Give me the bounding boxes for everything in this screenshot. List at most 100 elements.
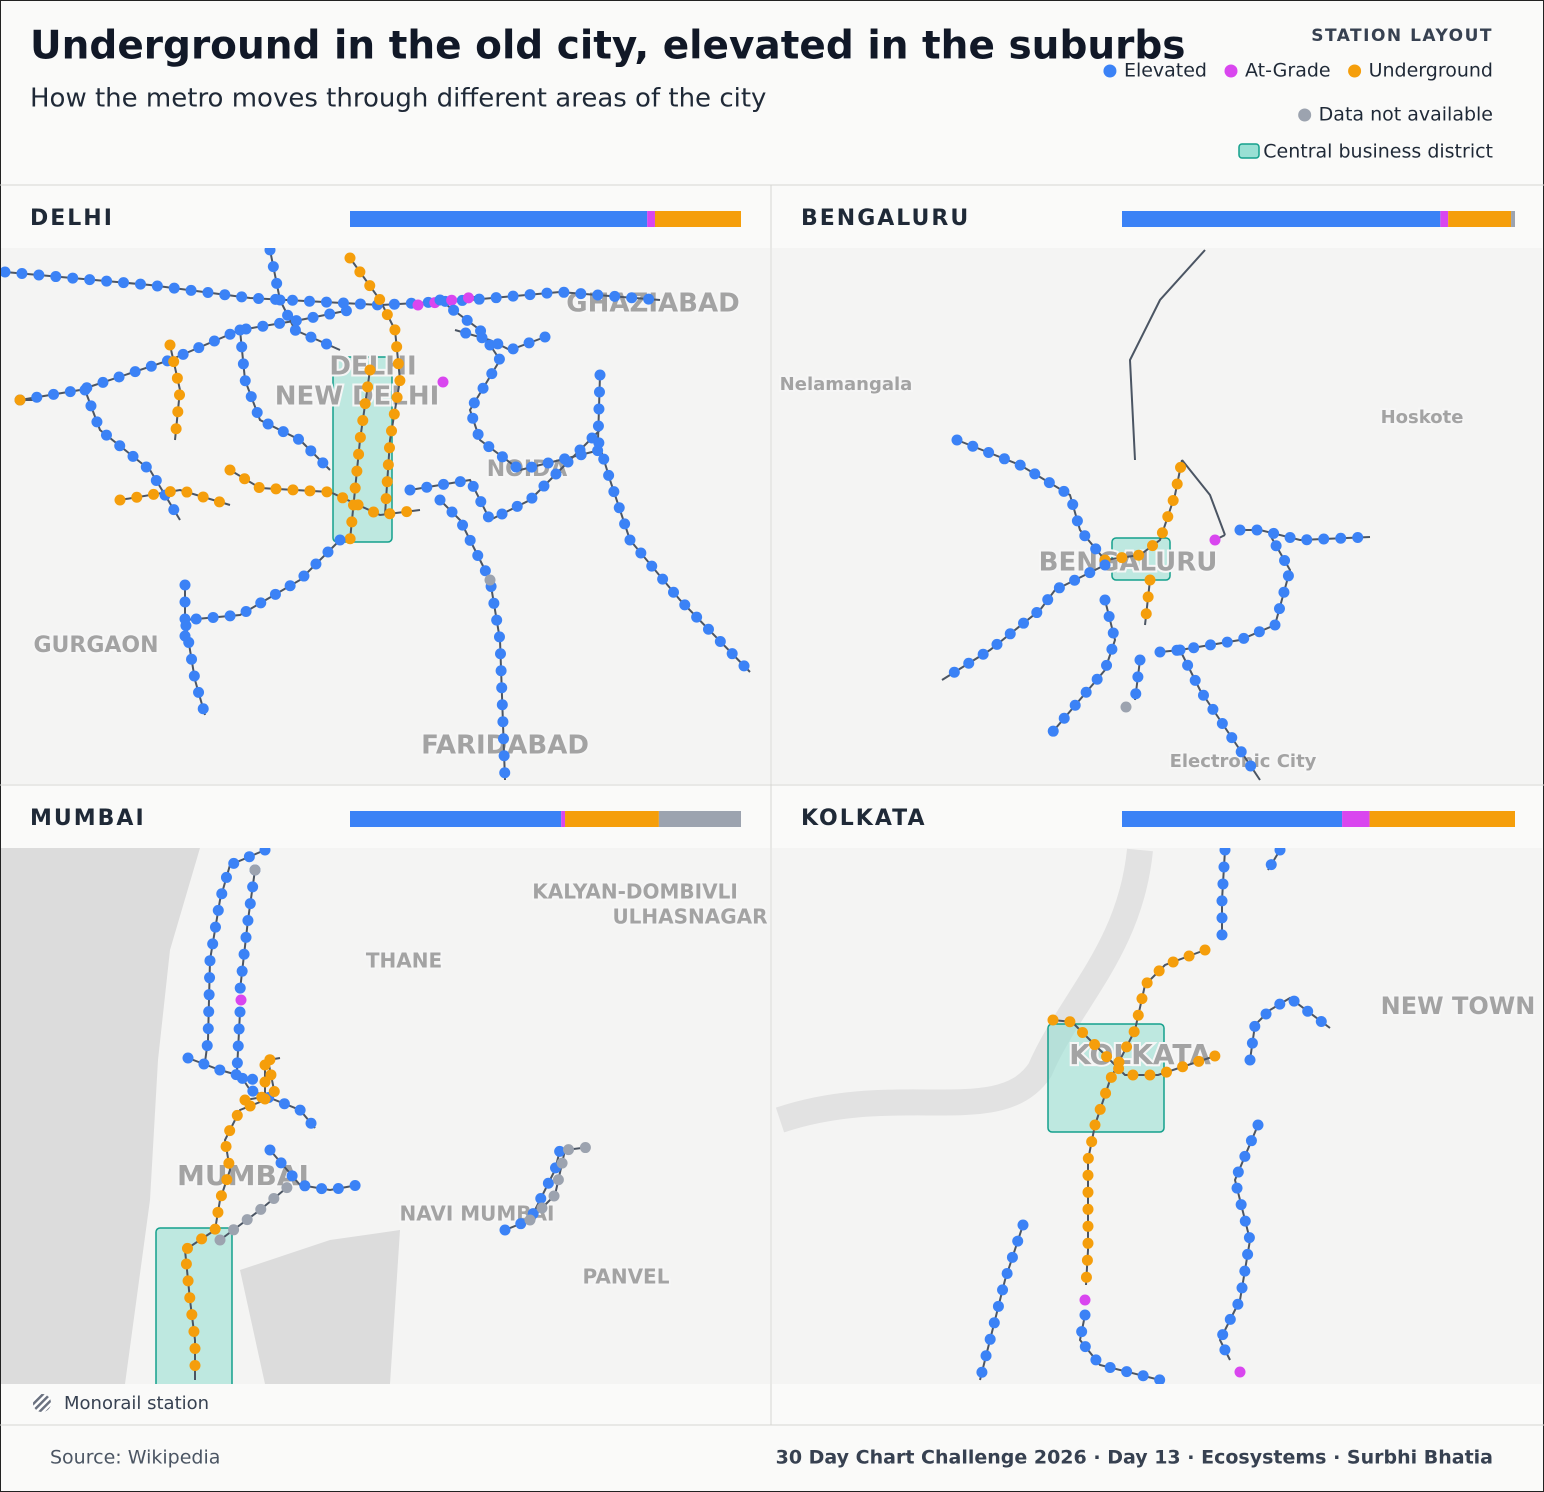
station xyxy=(1274,998,1286,1010)
station xyxy=(392,358,404,370)
station xyxy=(1251,524,1263,536)
station xyxy=(239,473,251,485)
station xyxy=(541,287,553,299)
station xyxy=(324,308,336,320)
station xyxy=(118,277,130,289)
station xyxy=(277,426,289,438)
station xyxy=(1217,1329,1229,1341)
station xyxy=(212,1206,224,1218)
station xyxy=(1315,1015,1327,1027)
station xyxy=(702,623,714,635)
share-segment xyxy=(647,211,655,227)
station xyxy=(526,461,538,473)
station xyxy=(1245,760,1257,772)
station xyxy=(264,1144,276,1156)
station xyxy=(1270,540,1282,552)
station xyxy=(85,400,97,412)
station xyxy=(340,305,352,317)
station xyxy=(197,703,209,715)
river xyxy=(775,848,1153,1133)
station xyxy=(592,289,604,301)
station xyxy=(473,293,485,305)
station xyxy=(242,915,254,927)
station xyxy=(726,648,738,660)
station xyxy=(554,1145,566,1157)
station xyxy=(230,1069,242,1081)
station xyxy=(189,1342,201,1354)
station xyxy=(412,299,424,311)
station xyxy=(563,1144,575,1156)
station xyxy=(542,457,554,469)
station xyxy=(1216,718,1228,730)
station xyxy=(1144,1069,1156,1081)
station xyxy=(256,1091,268,1103)
station xyxy=(1224,1313,1236,1325)
station xyxy=(1091,673,1103,685)
station xyxy=(255,1203,267,1215)
station xyxy=(624,534,636,546)
station xyxy=(523,337,535,349)
station xyxy=(1080,1271,1092,1283)
station xyxy=(213,496,225,508)
station xyxy=(1079,1309,1091,1321)
station xyxy=(1006,1251,1018,1263)
station xyxy=(1231,1182,1243,1194)
station xyxy=(1216,895,1228,907)
station xyxy=(237,358,249,370)
station xyxy=(657,573,669,585)
station xyxy=(475,496,487,508)
station xyxy=(980,1350,992,1362)
station xyxy=(202,287,214,299)
station xyxy=(114,440,126,452)
station xyxy=(454,476,466,488)
place-label: PANVEL xyxy=(583,1265,670,1289)
station xyxy=(446,294,458,306)
station xyxy=(1094,1103,1106,1115)
legend: Underground At-Grade Elevated Data not avai… xyxy=(1103,60,1493,126)
share-segment xyxy=(1122,811,1343,827)
station xyxy=(1301,534,1313,546)
station xyxy=(998,453,1010,465)
station xyxy=(64,386,76,398)
station xyxy=(593,386,605,398)
station xyxy=(515,1218,527,1230)
station xyxy=(322,546,334,558)
station xyxy=(232,1040,244,1052)
legend-dot xyxy=(1103,64,1117,78)
share-segment xyxy=(561,811,566,827)
station xyxy=(129,366,141,378)
station xyxy=(305,445,317,457)
station xyxy=(479,565,491,577)
station xyxy=(228,857,240,869)
station xyxy=(383,442,395,454)
station xyxy=(1242,1248,1254,1260)
station xyxy=(320,338,332,350)
station xyxy=(203,989,215,1001)
station xyxy=(1175,461,1187,473)
station xyxy=(499,1224,511,1236)
station xyxy=(1014,459,1026,471)
station xyxy=(951,434,963,446)
station xyxy=(177,348,189,360)
station xyxy=(1244,1054,1256,1066)
station xyxy=(268,1192,280,1204)
station xyxy=(1279,554,1291,566)
station xyxy=(1127,1069,1139,1081)
station xyxy=(320,296,332,308)
station xyxy=(33,269,45,281)
station xyxy=(240,605,252,617)
station xyxy=(1302,1005,1314,1017)
station xyxy=(234,1006,246,1018)
station xyxy=(574,444,586,456)
station xyxy=(214,1064,226,1076)
station xyxy=(983,447,995,459)
station xyxy=(294,1104,306,1116)
station xyxy=(1246,1037,1258,1049)
station xyxy=(267,261,279,273)
station xyxy=(190,613,202,625)
cbd xyxy=(155,1227,233,1384)
station xyxy=(1216,912,1228,924)
station xyxy=(164,339,176,351)
station xyxy=(253,292,265,304)
station xyxy=(1047,1014,1059,1026)
